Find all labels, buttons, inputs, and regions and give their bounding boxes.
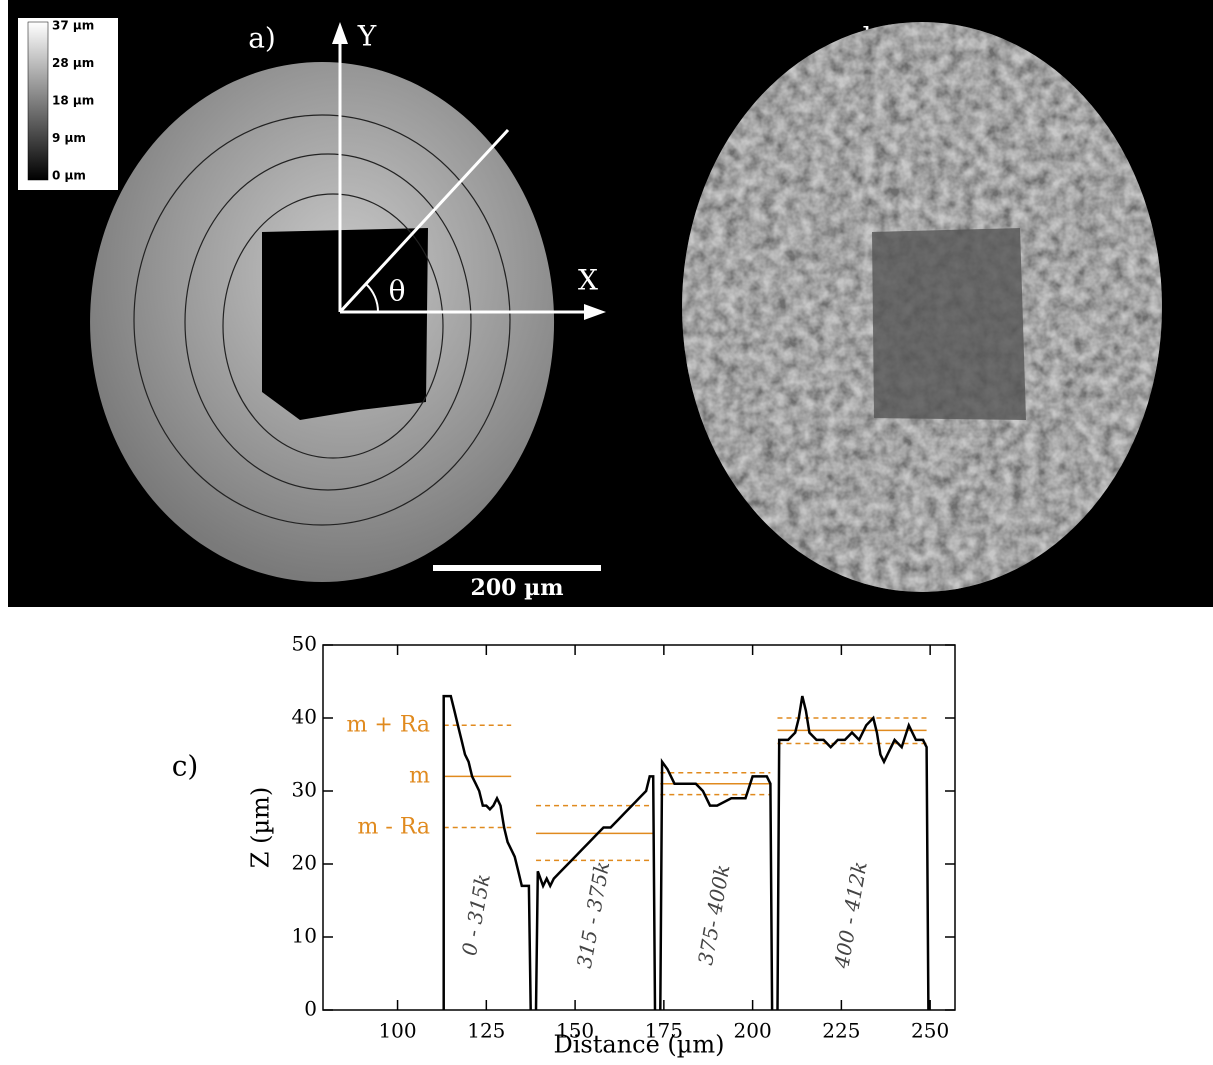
axis-label: Y xyxy=(357,20,377,53)
ref-label: m - Ra xyxy=(358,815,430,840)
colorbar-label: 28 µm xyxy=(52,56,94,70)
height-map xyxy=(90,62,555,582)
ref-label: m + Ra xyxy=(347,712,430,737)
x-tick-label: 200 xyxy=(734,1019,772,1043)
segment-label: 375- 400k xyxy=(693,863,734,967)
colorbar-label: 0 µm xyxy=(52,169,86,183)
panel-label: a) xyxy=(248,22,276,55)
y-tick-label: 30 xyxy=(292,778,317,802)
angle-label: θ xyxy=(389,275,406,308)
axes-arrows xyxy=(338,36,601,571)
ref-label: m xyxy=(409,763,430,788)
y-tick-label: 20 xyxy=(292,851,317,875)
sem-image xyxy=(682,22,1162,592)
panel-label: c) xyxy=(172,750,199,783)
x-axis-label: Distance (µm) xyxy=(554,1031,725,1059)
x-tick-label: 175 xyxy=(645,1019,683,1043)
plot-frame xyxy=(322,644,956,1011)
y-axis-label: Z (µm) xyxy=(247,787,275,868)
colorbar-label: 9 µm xyxy=(52,131,86,145)
scale-bar-label: 200 µm xyxy=(471,575,564,601)
x-tick-label: 100 xyxy=(378,1019,416,1043)
x-tick-label: 150 xyxy=(556,1019,594,1043)
segment-label: 0 - 315k xyxy=(457,872,495,957)
profile-line xyxy=(442,694,930,1011)
colorbar-label: 37 µm xyxy=(52,19,94,33)
y-tick-label: 10 xyxy=(292,924,317,948)
x-tick-label: 125 xyxy=(467,1019,505,1043)
colorbar-label: 18 µm xyxy=(52,94,94,108)
y-tick-label: 40 xyxy=(292,705,317,729)
profile-chart: 0 - 315k 315 - 375k 375- 400k 400 - 412k m +… xyxy=(247,632,956,1059)
segment-label: 400 - 412k xyxy=(829,859,872,970)
colorbar xyxy=(27,21,49,181)
axis-label: X xyxy=(578,264,598,297)
y-tick-label: 0 xyxy=(304,997,317,1021)
segment-label: 315 - 375k xyxy=(572,859,614,969)
x-tick-label: 225 xyxy=(822,1019,860,1043)
y-tick-label: 50 xyxy=(292,632,317,656)
x-tick-label: 250 xyxy=(911,1019,949,1043)
